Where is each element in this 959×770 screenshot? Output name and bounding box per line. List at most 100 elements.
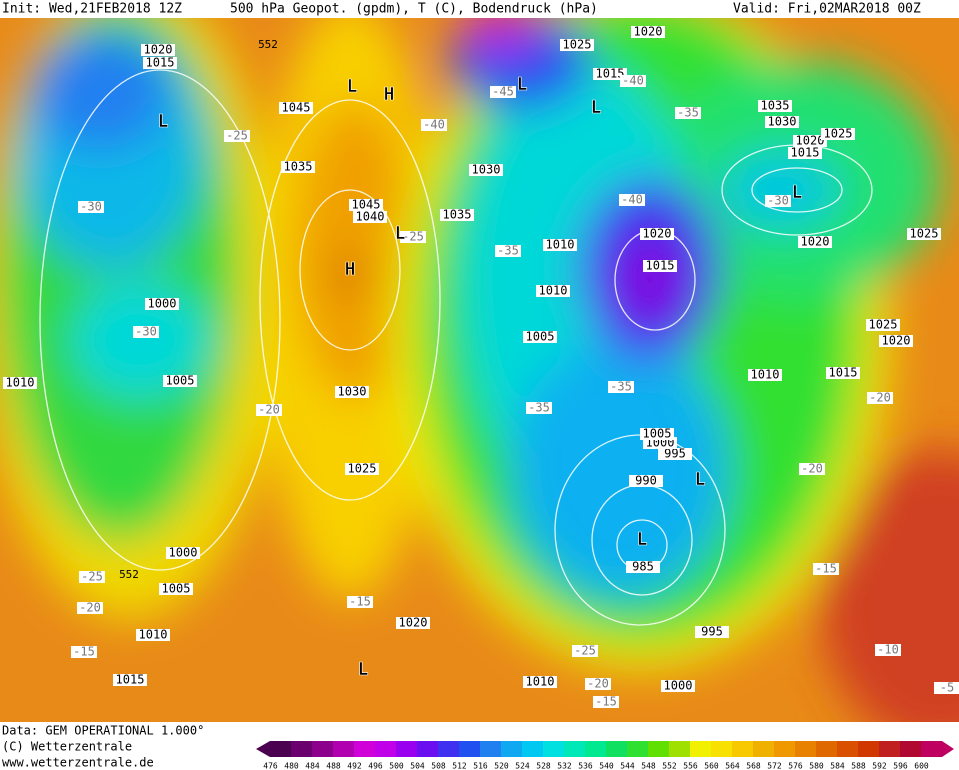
colorbar-swatch — [438, 741, 459, 757]
colorbar-swatch — [753, 741, 774, 757]
isobar-label: 1000 — [169, 546, 198, 560]
temp-label: -25 — [574, 644, 596, 658]
isobar-label-bg — [695, 626, 729, 638]
temp-label-bg — [224, 130, 250, 142]
isobar-label-bg — [281, 161, 315, 173]
isobar-label: 1015 — [646, 259, 675, 273]
isobar-label-bg — [396, 617, 430, 629]
colorbar-swatch — [522, 741, 543, 757]
temp-label: -25 — [226, 129, 248, 143]
data-source: Data: GEM OPERATIONAL 1.000° — [2, 724, 204, 738]
colorbar-label: 528 — [536, 762, 551, 770]
colorbar-label: 560 — [704, 762, 719, 770]
temp-label-bg — [256, 404, 282, 416]
colorbar-label: 512 — [452, 762, 467, 770]
temp-label: -5 — [940, 681, 954, 695]
isobar-label-bg — [166, 547, 200, 559]
isobar-label: 1015 — [146, 56, 175, 70]
colorbar-label: 600 — [914, 762, 929, 770]
copyright: (C) Wetterzentrale — [2, 740, 132, 754]
colorbar-swatch — [501, 741, 522, 757]
isobar-label: 1010 — [751, 368, 780, 382]
map-area — [0, 18, 959, 722]
temp-label-bg — [421, 119, 447, 131]
temp-label: -30 — [767, 194, 789, 208]
colorbar-swatch — [690, 741, 711, 757]
pressure-center: H — [384, 84, 395, 105]
isobar-label: 1000 — [148, 297, 177, 311]
isobar-label-bg — [159, 583, 193, 595]
temp-label: -15 — [595, 695, 617, 709]
temp-label-bg — [78, 201, 104, 213]
colorbar-swatch — [900, 741, 921, 757]
isobar-label-bg — [141, 44, 175, 56]
colorbar-swatch — [543, 741, 564, 757]
temp-label-bg — [619, 194, 645, 206]
colorbar-label: 540 — [599, 762, 614, 770]
temp-label: -25 — [81, 570, 103, 584]
isobar-label: 1010 — [539, 284, 568, 298]
map-title: 500 hPa Geopot. (gpdm), T (C), Bodendruc… — [230, 2, 598, 17]
isobar-label-bg — [345, 463, 379, 475]
header-bar — [0, 0, 959, 18]
isobar-label: 1035 — [761, 99, 790, 113]
isobar-label: 1005 — [166, 374, 195, 388]
temp-label-bg — [79, 571, 105, 583]
temp-label: -10 — [877, 643, 899, 657]
isobar-label: 1040 — [356, 210, 385, 224]
temp-label-bg — [875, 644, 901, 656]
temp-label: -25 — [402, 230, 424, 244]
isobar-label: 1045 — [352, 198, 381, 212]
isobar-label-bg — [631, 26, 665, 38]
colorbar-swatch — [627, 741, 648, 757]
temp-label: -35 — [677, 106, 699, 120]
height-label: 552 — [119, 568, 139, 581]
temp-label-bg — [77, 602, 103, 614]
isobar-label: 1005 — [643, 427, 672, 441]
colorbar-swatch — [921, 741, 942, 757]
isobar-label-bg — [335, 386, 369, 398]
isobar-label-bg — [626, 561, 660, 573]
isobar-label: 1030 — [338, 385, 367, 399]
colorbar-swatch — [459, 741, 480, 757]
temp-label-bg — [813, 563, 839, 575]
colorbar-label: 508 — [431, 762, 446, 770]
temp-label-bg — [620, 75, 646, 87]
isobar-label: 1000 — [664, 679, 693, 693]
isobar-label-bg — [640, 228, 674, 240]
colorbar-swatch — [816, 741, 837, 757]
colorbar-swatch — [711, 741, 732, 757]
temp-label: -20 — [801, 462, 823, 476]
temp-label: -20 — [79, 601, 101, 615]
isobar-label-bg — [143, 57, 177, 69]
temp-label-bg — [71, 646, 97, 658]
isobar-label-bg — [593, 68, 627, 80]
isobar-label-bg — [560, 39, 594, 51]
isobar-label: 1020 — [882, 334, 911, 348]
isobar-label: 1005 — [162, 582, 191, 596]
colorbar-swatch — [375, 741, 396, 757]
temp-label: -45 — [492, 85, 514, 99]
pressure-center: L — [517, 74, 528, 95]
isobar-label: 1020 — [399, 616, 428, 630]
colorbar-label: 536 — [578, 762, 593, 770]
isobar-label: 1020 — [796, 134, 825, 148]
isobar-label: 1025 — [348, 462, 377, 476]
isobar-label-bg — [758, 100, 792, 112]
isobar-label: 1015 — [829, 366, 858, 380]
colorbar-swatch — [396, 741, 417, 757]
colorbar-swatch — [858, 741, 879, 757]
isobar-label: 1035 — [284, 160, 313, 174]
temp-label-bg — [593, 696, 619, 708]
colorbar-swatch — [480, 741, 501, 757]
isobar-label-bg — [279, 102, 313, 114]
isobar-label-bg — [793, 135, 827, 147]
temp-label: -30 — [80, 200, 102, 214]
temp-label-bg — [585, 678, 611, 690]
isobar-label: 1010 — [6, 376, 35, 390]
temp-label: -15 — [73, 645, 95, 659]
colorbar-label: 488 — [326, 762, 341, 770]
colorbar-swatch — [417, 741, 438, 757]
temp-label: -20 — [258, 403, 280, 417]
